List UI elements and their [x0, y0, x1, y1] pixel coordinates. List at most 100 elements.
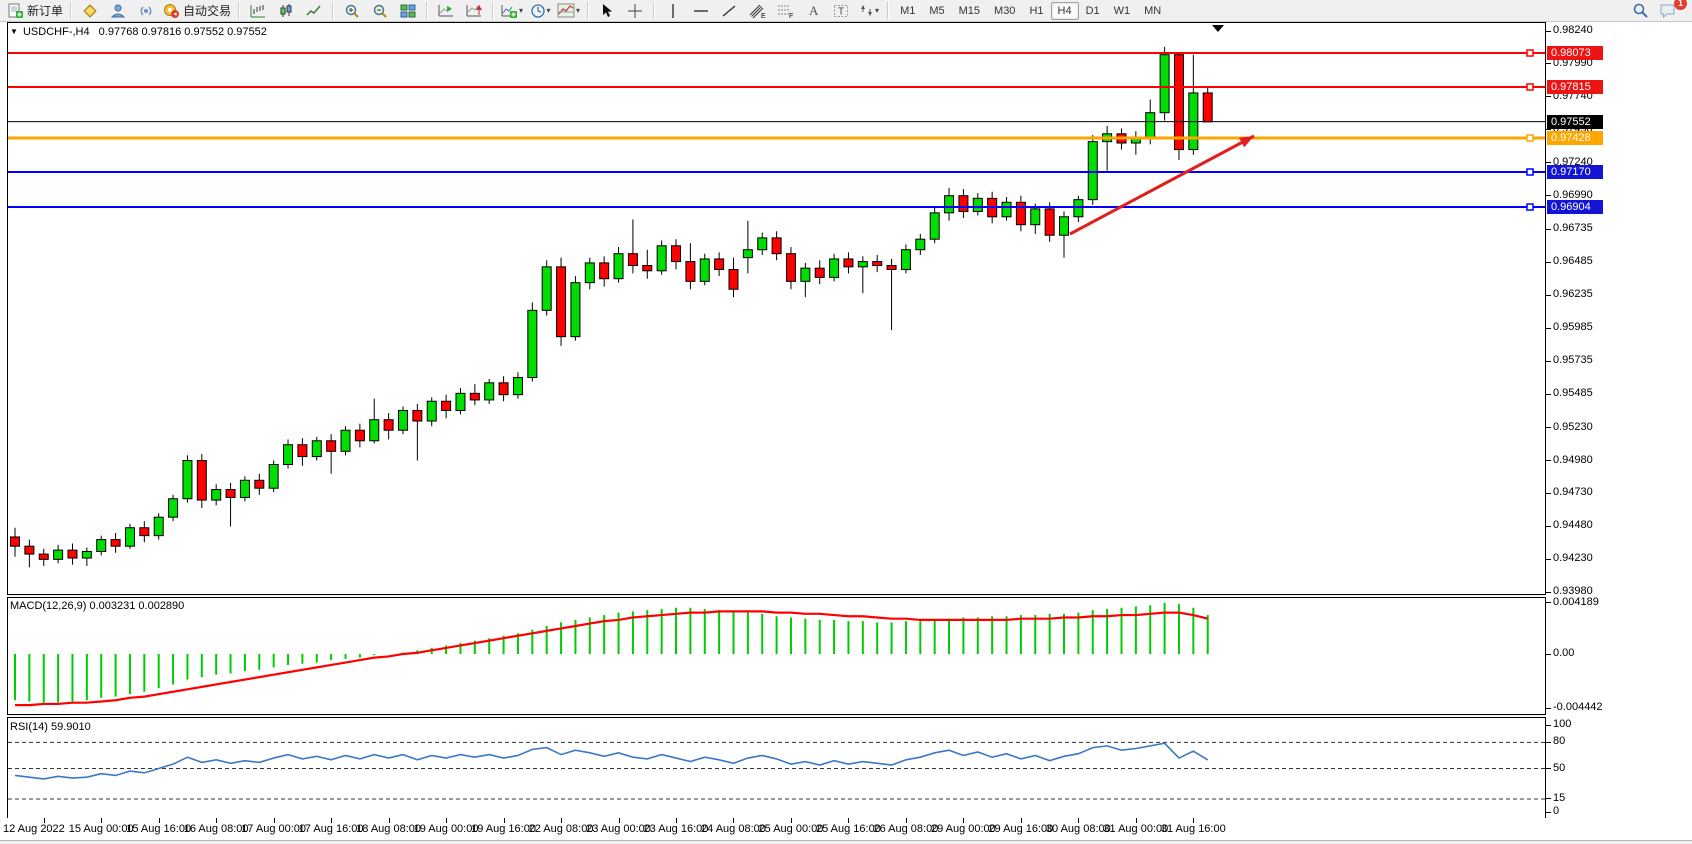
timeframe-button-w1[interactable]: W1 [1113, 4, 1131, 17]
time-tick-label: 22 Aug 08:00 [528, 823, 594, 835]
macd-label: MACD(12,26,9) 0.003231 0.002890 [10, 600, 185, 612]
time-tick-mark [905, 818, 907, 823]
profile-button[interactable] [104, 0, 132, 22]
price-tick-mark [1546, 768, 1551, 769]
timeframe-button-h4[interactable]: H4 [1050, 1, 1079, 20]
price-tick-mark [1546, 261, 1551, 263]
price-tick-mark [1546, 460, 1551, 462]
price-level-badge: 0.96904 [1547, 200, 1603, 215]
svg-text:T: T [838, 6, 844, 17]
timeframe-button-m5[interactable]: M5 [929, 4, 945, 17]
price-tick-mark [1546, 360, 1551, 362]
timeframe-button-d1[interactable]: D1 [1085, 4, 1100, 17]
price-axis[interactable]: 0.98240 0.97990 0.97740 0.97490 0.97240 0.969… [1546, 22, 1692, 818]
price-tick-label: 0.95735 [1553, 354, 1593, 367]
chart-plot-area[interactable] [7, 22, 1547, 818]
line-chart-button[interactable] [300, 0, 328, 22]
toolbar-separator [70, 2, 73, 19]
channel-tool-button[interactable]: E [743, 0, 771, 22]
price-tick-mark [1546, 591, 1551, 593]
crosshair-tool-button[interactable] [621, 0, 649, 22]
timeframe-button-m30[interactable]: M30 [994, 4, 1016, 17]
candlestick-chart-icon [280, 3, 292, 17]
timeframe-bar: M1 M5 M15 M30 H1 H4 D1 W1 MN [893, 1, 1168, 20]
price-tick-mark [1546, 724, 1551, 726]
tile-windows-button[interactable] [394, 0, 422, 22]
notifications-button[interactable]: 1 [1654, 0, 1687, 22]
trendline-icon [722, 4, 736, 17]
price-tick-label: 0.95985 [1553, 321, 1593, 334]
time-tick-label: 26 Aug 08:00 [873, 823, 939, 835]
vline-tool-button[interactable] [659, 0, 687, 22]
autotrade-button[interactable]: 自动交易 [160, 0, 234, 22]
price-tick-mark [1546, 798, 1551, 800]
price-tick-label: 80 [1553, 735, 1566, 748]
price-level-badge: 0.97552 [1547, 114, 1603, 129]
time-tick-mark [561, 818, 563, 823]
timeframe-button-m15[interactable]: M15 [958, 4, 981, 17]
price-level-badge: 0.98073 [1547, 46, 1603, 60]
time-tick-label: 25 Aug 16:00 [815, 823, 881, 835]
chart-shift-icon [466, 4, 483, 16]
price-tick-mark [1546, 525, 1551, 527]
price-tick-mark [1546, 63, 1551, 65]
new-order-label: 新订单 [27, 4, 64, 18]
notification-badge: 1 [1674, 0, 1687, 10]
indicators-button[interactable]: ▾ [498, 0, 526, 22]
price-tick-mark [1546, 129, 1551, 131]
template-icon [557, 3, 575, 18]
time-tick-mark [848, 818, 850, 823]
collapse-triangle-icon[interactable]: ▼ [10, 27, 18, 36]
text-label-tool-button[interactable]: T [827, 0, 855, 22]
gold-icon [83, 3, 97, 18]
trendline-tool-button[interactable] [715, 0, 743, 22]
auto-scroll-button[interactable] [432, 0, 460, 22]
price-level-badge: 0.97815 [1547, 79, 1603, 94]
cursor-tool-button[interactable] [593, 0, 621, 22]
fibonacci-tool-button[interactable]: F [771, 0, 799, 22]
price-tick-mark [1546, 492, 1551, 494]
zoom-out-button[interactable] [366, 0, 394, 22]
toolbar-separator [332, 2, 335, 19]
periods-button[interactable]: ▾ [526, 0, 554, 22]
search-icon [1633, 3, 1648, 18]
price-tick-mark [1546, 30, 1551, 32]
timeframe-button-mn[interactable]: MN [1144, 4, 1162, 17]
vertical-line-icon [672, 3, 674, 18]
signal-button[interactable] [132, 0, 160, 22]
search-button[interactable] [1626, 0, 1654, 22]
price-tick-mark [1546, 707, 1551, 709]
new-order-button[interactable]: 新订单 [4, 0, 66, 22]
zoom-in-button[interactable] [338, 0, 366, 22]
time-tick-label: 24 Aug 08:00 [701, 823, 766, 835]
time-tick-mark [388, 818, 390, 823]
chart-shift-button[interactable] [460, 0, 488, 22]
time-tick-label: 16 Aug 08:00 [183, 823, 249, 835]
bar-chart-icon [250, 4, 266, 17]
time-tick-mark [790, 818, 792, 823]
dropdown-arrow-icon: ▾ [519, 6, 524, 15]
dropdown-arrow-icon: ▾ [576, 6, 581, 15]
text-tool-button[interactable]: A [799, 0, 827, 22]
time-tick-label: 19 Aug 16:00 [471, 823, 536, 835]
time-tick-mark [1193, 818, 1195, 823]
time-tick-label: 30 Aug 08:00 [1045, 823, 1111, 835]
price-tick-mark [1546, 228, 1551, 230]
timeframe-button-m1[interactable]: M1 [900, 4, 916, 17]
templates-button[interactable]: ▾ [554, 0, 583, 22]
price-tick-mark [1546, 741, 1551, 743]
zoom-in-icon [345, 4, 359, 18]
timeframe-button-h1[interactable]: H1 [1029, 4, 1044, 17]
dropdown-arrow-icon: ▾ [546, 6, 551, 15]
arrows-tool-button[interactable]: ▾ [855, 0, 883, 22]
hline-tool-button[interactable] [687, 0, 715, 22]
gold-button[interactable] [76, 0, 104, 22]
candlestick-chart-button[interactable] [272, 0, 300, 22]
crosshair-icon [628, 3, 643, 18]
time-tick-label: 29 Aug 16:00 [988, 823, 1054, 835]
price-tick-label: 0.93980 [1553, 585, 1593, 598]
price-tick-label: 50 [1553, 761, 1566, 774]
bar-chart-button[interactable] [244, 0, 272, 22]
toolbar-separator [587, 2, 590, 19]
time-axis[interactable]: 12 Aug 2022 15 Aug 00:00 15 Aug 16:00 16 Au… [0, 818, 1692, 840]
